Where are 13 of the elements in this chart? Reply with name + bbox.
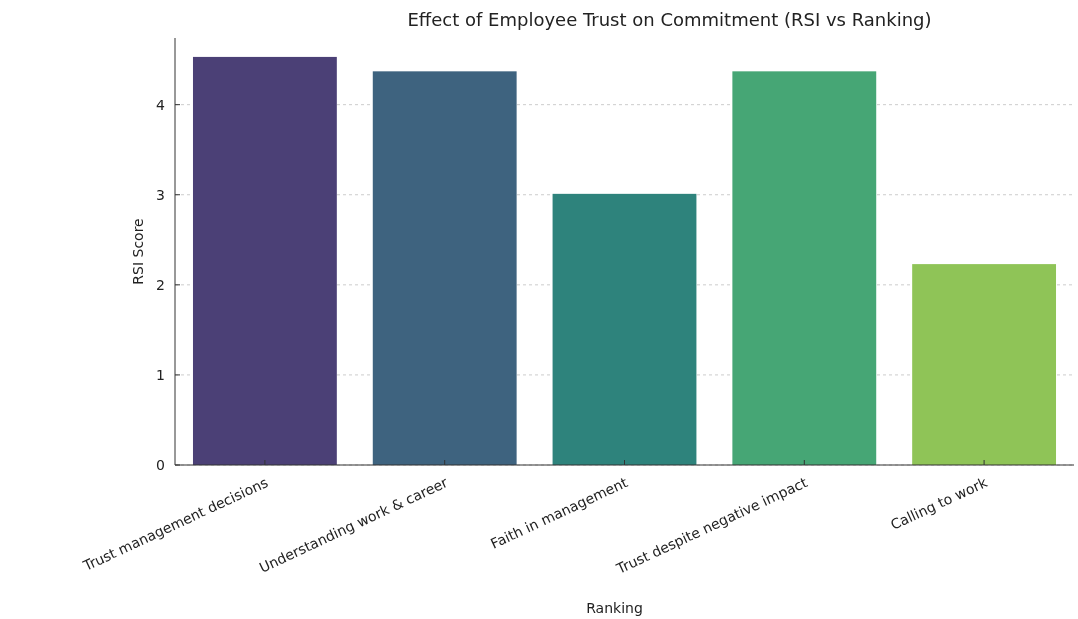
x-axis-title: Ranking [586, 600, 643, 616]
bar [192, 56, 337, 465]
bar [372, 71, 517, 465]
y-tick-label: 4 [156, 96, 166, 113]
y-tick-label: 3 [156, 186, 165, 203]
bar [732, 71, 877, 465]
bar [912, 264, 1057, 465]
y-tick-label: 2 [156, 276, 165, 293]
y-tick-label: 0 [156, 456, 165, 473]
y-axis-title: RSI Score [130, 218, 146, 285]
bar [552, 193, 697, 465]
y-tick-label: 1 [156, 366, 165, 383]
chart-title: Effect of Employee Trust on Commitment (RSI vs Ranking) [407, 9, 932, 30]
